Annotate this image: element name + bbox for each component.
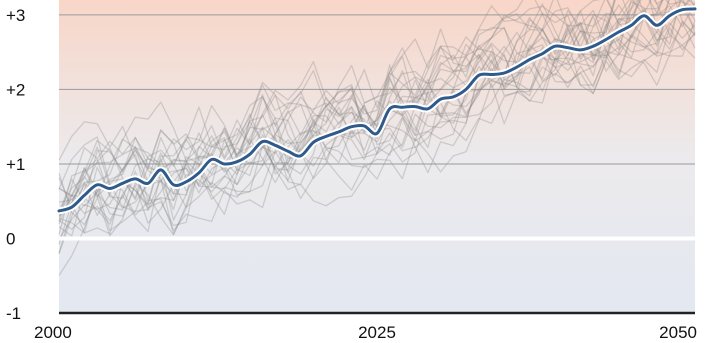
ensemble-line <box>58 27 696 254</box>
y-tick-label: 0 <box>6 229 15 248</box>
ensemble-line <box>58 0 664 209</box>
y-tick-label: -1 <box>6 304 21 323</box>
ensemble-line <box>58 0 696 225</box>
x-tick-label: 2050 <box>659 323 697 342</box>
y-tick-label: +2 <box>6 80 25 99</box>
ensemble-line <box>58 0 696 233</box>
ensemble-line <box>58 0 696 222</box>
ensemble-line <box>58 21 696 217</box>
ensemble-line <box>58 0 670 217</box>
gridlines <box>59 14 695 165</box>
ensemble-line <box>58 6 696 255</box>
plot-background <box>59 0 695 313</box>
ensemble-line <box>58 0 696 213</box>
ensemble-line <box>58 0 630 185</box>
ensemble-lines <box>58 0 696 276</box>
ensemble-line <box>58 15 696 276</box>
y-tick-labels: +3 +2 +1 0 -1 <box>6 6 25 323</box>
ensemble-line <box>58 33 696 198</box>
mean-series <box>55 5 699 215</box>
y-tick-label: +1 <box>6 155 25 174</box>
ensemble-line <box>58 0 691 226</box>
mean-line <box>57 7 697 213</box>
y-tick-label: +3 <box>6 6 25 25</box>
ensemble-line <box>58 20 696 245</box>
x-tick-label: 2025 <box>358 323 396 342</box>
ensemble-line <box>58 0 652 214</box>
x-tick-label: 2000 <box>34 323 72 342</box>
x-tick-labels: 2000 2025 2050 <box>34 323 697 342</box>
